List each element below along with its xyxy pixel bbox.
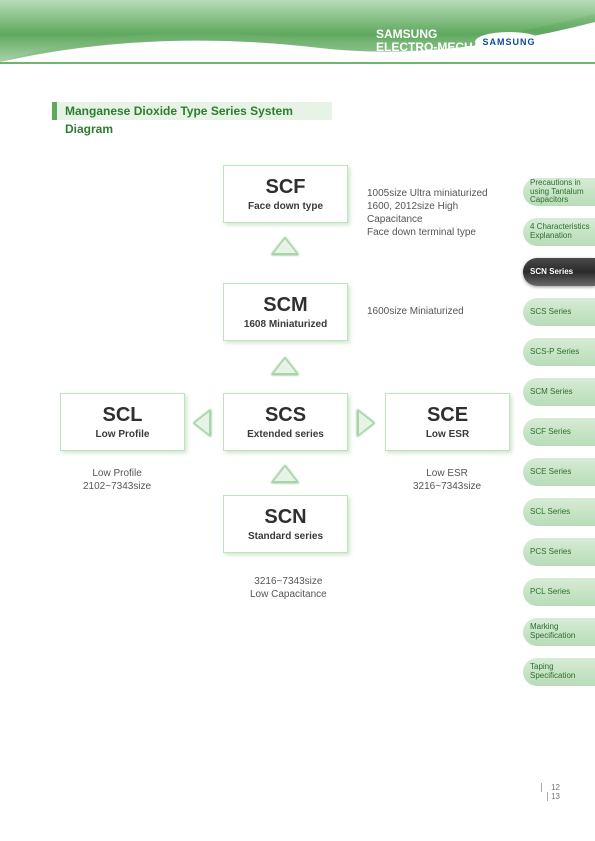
sidebar-tab-12-label: Taping Specification xyxy=(530,663,595,681)
annotation-scn_annot: 3216~7343sizeLow Capacitance xyxy=(250,575,327,601)
brand-line1: SAMSUNG xyxy=(376,27,437,41)
page-number-left: 12 xyxy=(541,783,560,792)
sidebar-tab-12[interactable]: Taping Specification xyxy=(523,658,595,686)
node-scn: SCN Standard series xyxy=(223,495,348,553)
sidebar-tab-1-label: 4 Characteristics Explanation xyxy=(530,223,595,241)
node-scl-code: SCL xyxy=(103,404,143,427)
sidebar-tab-6-label: SCF Series xyxy=(530,428,571,437)
header-band: SAMSUNG ELECTRO-MECHANICS SAMSUNG xyxy=(0,0,595,62)
arrow-left1 xyxy=(193,409,211,437)
sidebar-tab-5[interactable]: SCM Series xyxy=(523,378,595,406)
node-scm-code: SCM xyxy=(263,294,307,317)
annotation-scm_annot: 1600size Miniaturized xyxy=(367,305,464,318)
sidebar-tab-0[interactable]: Precautions in using Tantalum Capacitors xyxy=(523,178,595,206)
node-scf-sub: Face down type xyxy=(248,201,323,212)
samsung-logo: SAMSUNG xyxy=(475,32,543,52)
sidebar-tab-10[interactable]: PCL Series xyxy=(523,578,595,606)
node-scs-sub: Extended series xyxy=(247,429,324,440)
arrow-up2 xyxy=(271,357,299,375)
sidebar-tab-7[interactable]: SCE Series xyxy=(523,458,595,486)
sidebar-tab-11-label: Marking Specification xyxy=(530,623,595,641)
node-sce: SCE Low ESR xyxy=(385,393,510,451)
page-number-right: 13 xyxy=(547,792,560,801)
node-scm: SCM 1608 Miniaturized xyxy=(223,283,348,341)
arrow-right1 xyxy=(357,409,375,437)
sidebar-nav: Precautions in using Tantalum Capacitors… xyxy=(523,178,595,686)
annotation-sce_annot: Low ESR3216~7343size xyxy=(413,467,481,493)
node-scf: SCF Face down type xyxy=(223,165,348,223)
sidebar-tab-9[interactable]: PCS Series xyxy=(523,538,595,566)
sidebar-tab-7-label: SCE Series xyxy=(530,468,571,477)
sidebar-tab-2[interactable]: SCN Series xyxy=(523,258,595,286)
page-title: Manganese Dioxide Type Series System Dia… xyxy=(52,102,332,120)
sidebar-tab-11[interactable]: Marking Specification xyxy=(523,618,595,646)
sidebar-tab-6[interactable]: SCF Series xyxy=(523,418,595,446)
node-sce-sub: Low ESR xyxy=(426,429,469,440)
arrow-up1 xyxy=(271,237,299,255)
sidebar-tab-4[interactable]: SCS-P Series xyxy=(523,338,595,366)
sidebar-tab-9-label: PCS Series xyxy=(530,548,571,557)
node-scl: SCL Low Profile xyxy=(60,393,185,451)
arrow-up3 xyxy=(271,465,299,483)
sidebar-tab-10-label: PCL Series xyxy=(530,588,570,597)
sidebar-tab-3-label: SCS Series xyxy=(530,308,571,317)
sidebar-tab-3[interactable]: SCS Series xyxy=(523,298,595,326)
node-scs-code: SCS xyxy=(265,404,306,427)
node-sce-code: SCE xyxy=(427,404,468,427)
diagram-area: SCF Face down type SCM 1608 Miniaturized SCL… xyxy=(55,165,515,605)
header-rule xyxy=(0,62,595,64)
node-scm-sub: 1608 Miniaturized xyxy=(244,319,327,330)
node-scn-sub: Standard series xyxy=(248,531,323,542)
sidebar-tab-8-label: SCL Series xyxy=(530,508,570,517)
annotation-scf_annot: 1005size Ultra miniaturized1600, 2012siz… xyxy=(367,187,515,239)
node-scs: SCS Extended series xyxy=(223,393,348,451)
node-scn-code: SCN xyxy=(264,506,306,529)
sidebar-tab-5-label: SCM Series xyxy=(530,388,573,397)
sidebar-tab-1[interactable]: 4 Characteristics Explanation xyxy=(523,218,595,246)
node-scf-code: SCF xyxy=(266,176,306,199)
sidebar-tab-8[interactable]: SCL Series xyxy=(523,498,595,526)
sidebar-tab-0-label: Precautions in using Tantalum Capacitors xyxy=(530,179,595,205)
page-numbers: 12 13 xyxy=(541,783,560,801)
sidebar-tab-2-label: SCN Series xyxy=(530,268,573,277)
annotation-scl_annot: Low Profile2102~7343size xyxy=(83,467,151,493)
sidebar-tab-4-label: SCS-P Series xyxy=(530,348,579,357)
node-scl-sub: Low Profile xyxy=(96,429,150,440)
